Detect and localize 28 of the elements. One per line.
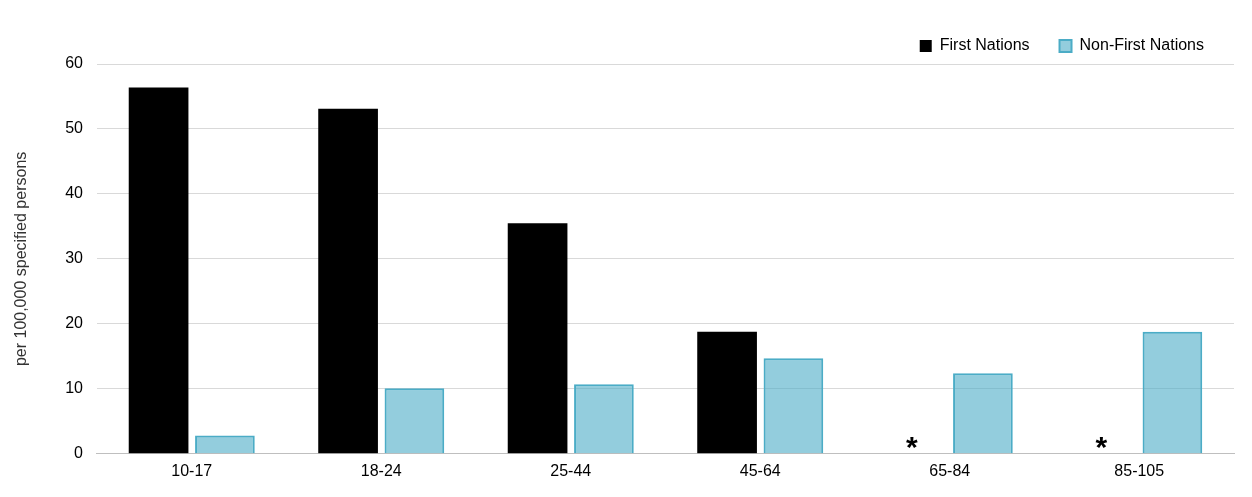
x-tick-label: 18-24 <box>360 461 402 479</box>
y-tick-label: 0 <box>74 444 84 462</box>
bar <box>318 108 378 454</box>
bar <box>953 373 1013 454</box>
bar <box>697 331 757 454</box>
legend-label: Non-First Nations <box>1079 36 1205 54</box>
y-tick-label: 40 <box>65 184 84 202</box>
x-tick-label: 65-84 <box>929 461 971 479</box>
y-tick-label: 10 <box>65 379 84 397</box>
annotation: * <box>906 430 919 464</box>
y-tick-label: 30 <box>65 249 84 267</box>
bar <box>507 223 568 454</box>
y-axis-title: per 100,000 specified persons <box>12 151 30 367</box>
x-tick-label: 10-17 <box>171 461 213 479</box>
bar <box>128 87 189 454</box>
y-tick-label: 50 <box>65 119 84 137</box>
bar <box>1142 331 1203 454</box>
y-tick-label: 60 <box>65 54 84 72</box>
x-tick-label: 85-105 <box>1114 461 1165 479</box>
legend-label: First Nations <box>939 36 1030 54</box>
bar <box>384 388 445 454</box>
bar <box>763 358 824 454</box>
y-tick-label: 20 <box>65 314 84 332</box>
bar <box>574 384 634 454</box>
annotation: * <box>1095 430 1108 464</box>
x-tick-label: 25-44 <box>550 461 592 479</box>
bar <box>195 435 255 454</box>
x-tick-label: 45-64 <box>739 461 781 479</box>
